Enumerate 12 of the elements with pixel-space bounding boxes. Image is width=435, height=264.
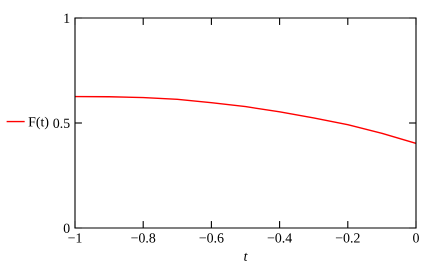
x-tick-label: −1 [68,233,82,242]
y-tick-label: 1 [64,14,70,23]
x-tick-label: −0.6 [199,233,224,243]
x-axis-title: t [244,252,248,261]
y-tick-label: 0.5 [53,118,70,128]
legend-label: F(t) [28,116,48,130]
x-tick-label: −0.4 [268,233,292,243]
x-tick-label: −0.8 [131,233,156,243]
x-tick-label: 0 [413,233,419,243]
y-tick-label: 0 [64,224,70,233]
line-series [75,96,416,144]
x-tick-label: −0.2 [336,233,360,243]
